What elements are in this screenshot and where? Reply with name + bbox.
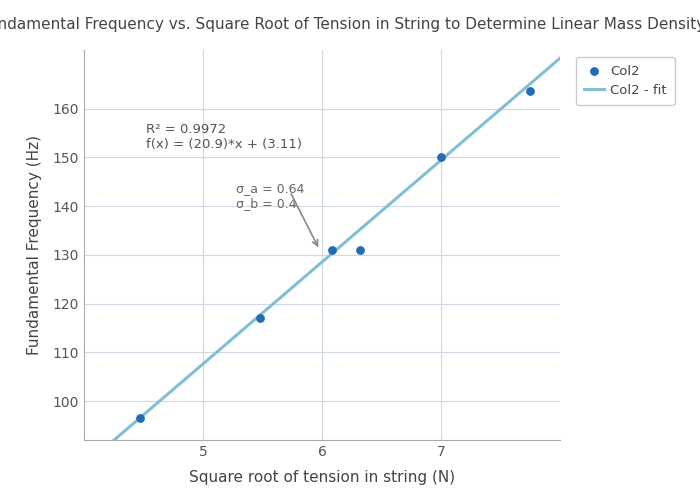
Col2 [435, 154, 447, 162]
Col2 - fit [481, 120, 489, 126]
Line: Col2 - fit: Col2 - fit [84, 58, 560, 466]
Col2 [525, 88, 536, 96]
Col2 [326, 246, 337, 254]
Col2 - fit [371, 214, 379, 220]
Legend: Col2, Col2 - fit: Col2, Col2 - fit [576, 56, 675, 105]
Col2 [255, 314, 266, 322]
Text: Fundamental Frequency vs. Square Root of Tension in String to Determine Linear M: Fundamental Frequency vs. Square Root of… [0, 18, 700, 32]
Col2 - fit [511, 94, 519, 100]
Y-axis label: Fundamental Frequency (Hz): Fundamental Frequency (Hz) [27, 135, 41, 355]
Col2 [134, 414, 146, 422]
Col2 - fit [363, 220, 372, 226]
Text: R² = 0.9972
f(x) = (20.9)*x + (3.11): R² = 0.9972 f(x) = (20.9)*x + (3.11) [146, 123, 302, 151]
Col2 - fit [81, 462, 90, 468]
Text: σ_a = 0.64
σ_b = 0.4: σ_a = 0.64 σ_b = 0.4 [237, 182, 304, 210]
Col2 [354, 246, 365, 254]
X-axis label: Square root of tension in string (N): Square root of tension in string (N) [189, 470, 455, 485]
Col2 - fit [556, 55, 564, 61]
Col2 - fit [80, 463, 88, 469]
Col2 - fit [362, 222, 370, 228]
